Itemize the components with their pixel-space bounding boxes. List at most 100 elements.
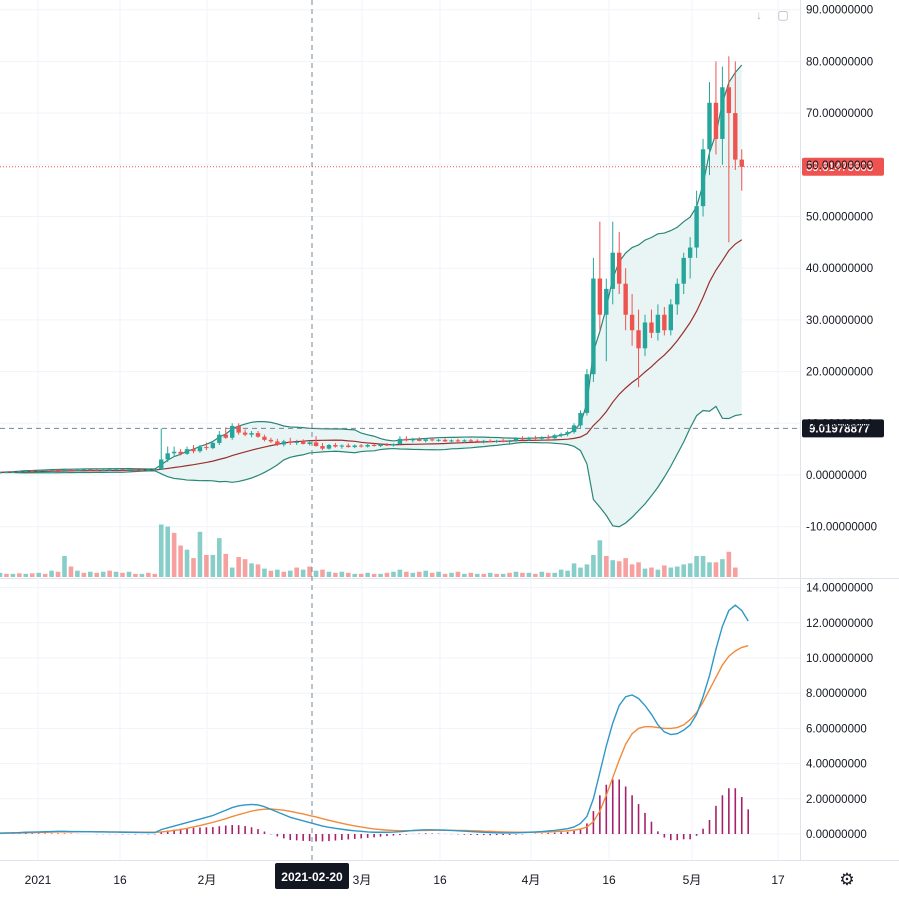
candle-body (713, 102, 719, 139)
volume-bar (371, 573, 377, 577)
candle-body (313, 442, 319, 447)
candle-body (81, 469, 87, 471)
candle-body (236, 425, 241, 433)
candle-body (281, 441, 286, 445)
candle-body (494, 440, 499, 442)
candle-body (346, 445, 351, 448)
volume-bar (404, 571, 409, 577)
candle-body (230, 425, 235, 438)
volume-bar (694, 556, 699, 577)
price-tick-label: 20.00000000 (806, 367, 873, 379)
volume-bar (416, 571, 422, 577)
candle-body (533, 437, 538, 439)
volume-bar (107, 570, 112, 577)
fullscreen-icon[interactable]: ▢ (777, 8, 789, 22)
volume-bar (120, 572, 125, 577)
candle-body (75, 469, 80, 471)
volume-bar (313, 570, 319, 577)
candle-body (384, 444, 390, 446)
volume-bar (662, 565, 667, 577)
candlestick-layer[interactable] (0, 56, 744, 474)
candle-body (94, 469, 99, 471)
candle-body (410, 439, 415, 441)
volume-bar (197, 531, 203, 577)
volume-bar (113, 571, 119, 577)
volume-bar (462, 573, 467, 577)
volume-bar (423, 570, 428, 577)
candle-body (49, 469, 54, 471)
volume-bar (249, 563, 254, 577)
bollinger-bands-layer (0, 64, 743, 528)
volume-bar (165, 526, 170, 577)
candle-body (68, 469, 74, 471)
candle-body (165, 453, 170, 460)
price-tick-label: 90.00000000 (806, 5, 873, 17)
volume-bar (81, 572, 87, 577)
price-tick-label: 10.00000000 (806, 418, 873, 430)
time-label: 4月 (522, 873, 541, 887)
volume-bar (487, 572, 493, 577)
volume-bar (520, 572, 525, 577)
volume-bar (229, 567, 235, 577)
candle-body (101, 469, 106, 471)
volume-bar (733, 567, 738, 577)
volume-bar (0, 572, 3, 577)
candle-body (397, 438, 403, 444)
candle-body (655, 314, 661, 333)
volume-bar (565, 570, 570, 577)
gear-icon[interactable]: ⚙ (839, 870, 855, 889)
candle-body (223, 434, 228, 438)
candle-body (371, 445, 377, 447)
volume-bar (571, 563, 577, 577)
volume-bar (726, 551, 732, 577)
candle-body (578, 412, 583, 426)
candle-body (539, 437, 544, 439)
volume-bar (255, 564, 261, 577)
candle-body (307, 442, 312, 444)
volume-bar (4, 573, 9, 577)
signal-line (0, 645, 749, 834)
candle-body (455, 440, 461, 442)
bollinger-lower-line (0, 405, 742, 528)
candle-body (178, 451, 183, 454)
volume-bar (62, 556, 67, 577)
price-tick-label: 70.00000000 (806, 108, 873, 120)
crosshair-layer: 59.61475603 9.01978877 2021-02-20 (0, 0, 884, 889)
candle-body (365, 445, 370, 447)
volume-bar (42, 573, 48, 577)
candle-body (294, 441, 299, 443)
candle-body (604, 288, 609, 315)
candle-body (726, 87, 732, 114)
macd-tick-label: 12.00000000 (806, 618, 873, 630)
volume-bar (475, 573, 480, 577)
candle-body (558, 434, 564, 436)
candle-body (662, 314, 667, 331)
volume-bar (17, 573, 22, 577)
current-price-label: 59.61475603 (806, 162, 873, 174)
axes-layer: 90.00000000 80.00000000 70.00000000 60.0000… (25, 5, 877, 887)
volume-bar (346, 572, 351, 577)
volume-bar (275, 569, 280, 577)
volume-bar (36, 572, 41, 577)
volume-bar (687, 563, 693, 577)
arrow-down-icon[interactable]: ↓ (756, 8, 762, 22)
volume-bar (126, 571, 132, 577)
candle-body (133, 469, 138, 471)
volume-bar (49, 570, 54, 577)
grid-layer (0, 0, 899, 861)
time-label: 3月 (353, 873, 372, 887)
time-label: 16 (113, 873, 127, 887)
candle-body (159, 459, 164, 470)
price-tick-label: -10.00000000 (806, 522, 877, 534)
volume-bar (636, 562, 641, 577)
candle-body (513, 438, 519, 441)
candle-body (668, 304, 673, 331)
volume-bar (526, 572, 532, 577)
volume-bar (184, 549, 190, 577)
macd-tick-label: 10.00000000 (806, 653, 873, 665)
volume-bar (655, 569, 661, 577)
candle-body (681, 257, 686, 284)
candle-body (507, 440, 512, 442)
